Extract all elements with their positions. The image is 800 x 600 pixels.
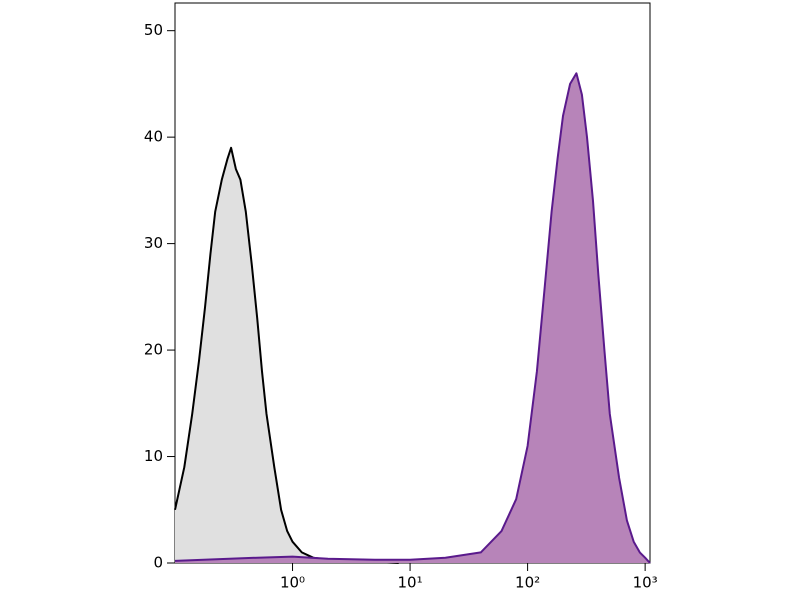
x-tick-label: 10¹ xyxy=(398,574,423,592)
area-fill xyxy=(175,73,650,564)
x-tick-label: 10³ xyxy=(633,574,658,592)
y-tick-label: 50 xyxy=(144,21,163,39)
y-tick-label: 20 xyxy=(144,341,163,359)
y-tick-label: 10 xyxy=(144,447,163,465)
x-tick-label: 10⁰ xyxy=(280,574,305,592)
area-line xyxy=(174,146,399,564)
area-fill xyxy=(175,147,399,564)
x-tick-label: 10² xyxy=(515,574,540,592)
y-tick-label: 40 xyxy=(144,128,163,146)
y-tick-label: 0 xyxy=(153,554,163,572)
area-line xyxy=(174,72,651,564)
y-tick-label: 30 xyxy=(144,234,163,252)
